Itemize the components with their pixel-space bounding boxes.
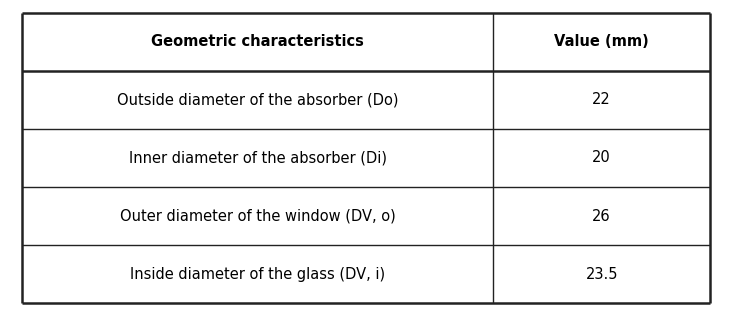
Text: 26: 26 <box>592 209 611 224</box>
Text: Outer diameter of the window (DV, o): Outer diameter of the window (DV, o) <box>120 209 395 224</box>
Text: Geometric characteristics: Geometric characteristics <box>152 34 364 49</box>
Text: 20: 20 <box>592 150 611 166</box>
Text: Value (mm): Value (mm) <box>554 34 649 49</box>
Text: Outside diameter of the absorber (Do): Outside diameter of the absorber (Do) <box>117 92 398 107</box>
Text: Inside diameter of the glass (DV, i): Inside diameter of the glass (DV, i) <box>130 267 385 282</box>
Text: Inner diameter of the absorber (Di): Inner diameter of the absorber (Di) <box>129 150 386 166</box>
Text: 22: 22 <box>592 92 611 107</box>
Text: 23.5: 23.5 <box>586 267 618 282</box>
